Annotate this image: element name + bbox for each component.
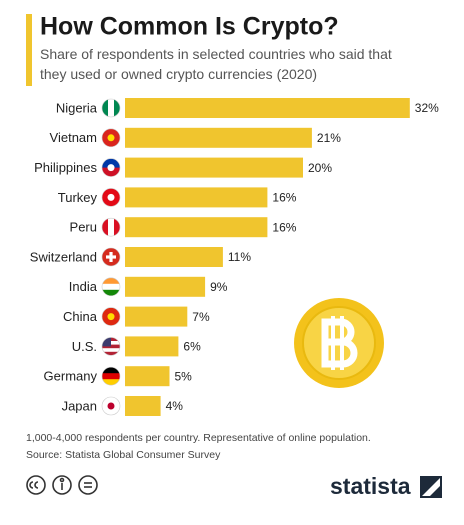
value-label: 32% xyxy=(415,101,439,115)
flag-part xyxy=(107,313,115,321)
category-label: India xyxy=(69,279,98,294)
flag-part xyxy=(114,218,120,237)
flag xyxy=(102,158,120,177)
flag-border xyxy=(101,247,121,267)
category-label: Vietnam xyxy=(50,130,97,145)
flag xyxy=(102,218,120,237)
category-label: Japan xyxy=(62,398,97,413)
flag xyxy=(102,367,120,386)
bar xyxy=(125,157,303,178)
flag-border xyxy=(101,366,121,386)
flag-part xyxy=(102,283,120,291)
flag-part xyxy=(102,373,120,380)
flag-border xyxy=(101,277,121,297)
flag-border xyxy=(101,307,121,326)
flag-part xyxy=(102,277,120,285)
flag-border xyxy=(101,396,121,416)
license-icons xyxy=(26,475,98,495)
category-label: Switzerland xyxy=(30,249,97,264)
value-label: 20% xyxy=(308,161,332,175)
flag-part xyxy=(107,134,115,142)
category-label: Philippines xyxy=(34,160,97,175)
bar xyxy=(125,98,410,118)
bar xyxy=(125,276,206,297)
bar xyxy=(125,396,161,416)
value-label: 5% xyxy=(175,369,193,383)
flag-part xyxy=(107,193,115,201)
flag xyxy=(102,99,120,117)
note: 1,000-4,000 respondents per country. Rep… xyxy=(26,432,371,444)
flag xyxy=(102,188,120,207)
flag-border xyxy=(101,128,121,148)
flag-part xyxy=(102,344,120,349)
flag-part xyxy=(102,158,120,169)
flag-part xyxy=(102,167,120,177)
flag-border xyxy=(101,337,121,356)
flag-part xyxy=(107,402,115,410)
flag xyxy=(102,337,120,356)
flag-part xyxy=(102,367,120,374)
value-label: 6% xyxy=(183,340,201,354)
flag xyxy=(102,307,120,326)
flag-part xyxy=(102,337,111,347)
category-label: Germany xyxy=(44,369,98,384)
flag-border xyxy=(101,217,121,237)
bar xyxy=(125,366,170,387)
flag-part xyxy=(102,351,120,356)
category-label: Turkey xyxy=(58,190,98,205)
bar xyxy=(125,127,312,148)
flag-part xyxy=(109,252,113,262)
flag-part xyxy=(108,99,115,117)
flag xyxy=(102,277,120,296)
flag-part xyxy=(102,99,109,117)
category-label: Peru xyxy=(70,220,97,235)
category-label: China xyxy=(63,309,98,324)
source: Source: Statista Global Consumer Survey xyxy=(26,449,221,461)
value-label: 7% xyxy=(192,310,210,324)
flag-part xyxy=(102,218,109,237)
value-label: 4% xyxy=(166,399,184,413)
flag-part xyxy=(108,218,115,237)
value-label: 9% xyxy=(210,280,228,294)
bar xyxy=(125,247,223,267)
flag-part xyxy=(102,289,120,296)
value-label: 11% xyxy=(228,250,251,264)
flag-border xyxy=(101,188,121,207)
flag xyxy=(102,397,120,415)
flag-part xyxy=(114,99,120,117)
chart-title: How Common Is Crypto? xyxy=(40,13,339,41)
bitcoin-icon xyxy=(294,298,384,388)
accent-bar xyxy=(26,14,32,86)
logo-mark xyxy=(420,476,442,498)
flag-border xyxy=(101,98,121,118)
subtitle: Share of respondents in selected countri… xyxy=(40,46,392,82)
flag xyxy=(102,128,120,147)
bar xyxy=(125,306,188,327)
value-label: 21% xyxy=(317,131,341,145)
bar xyxy=(125,187,268,208)
bar xyxy=(125,217,268,238)
value-label: 16% xyxy=(272,191,296,205)
category-label: U.S. xyxy=(72,339,97,354)
category-label: Nigeria xyxy=(56,100,98,115)
logo: statista xyxy=(330,473,411,499)
value-label: 16% xyxy=(272,220,296,234)
flag-part xyxy=(102,348,120,353)
flag xyxy=(102,248,120,266)
flag-border xyxy=(101,158,121,177)
bar xyxy=(125,336,179,357)
flag-part xyxy=(102,379,120,386)
flag-part xyxy=(107,164,115,172)
